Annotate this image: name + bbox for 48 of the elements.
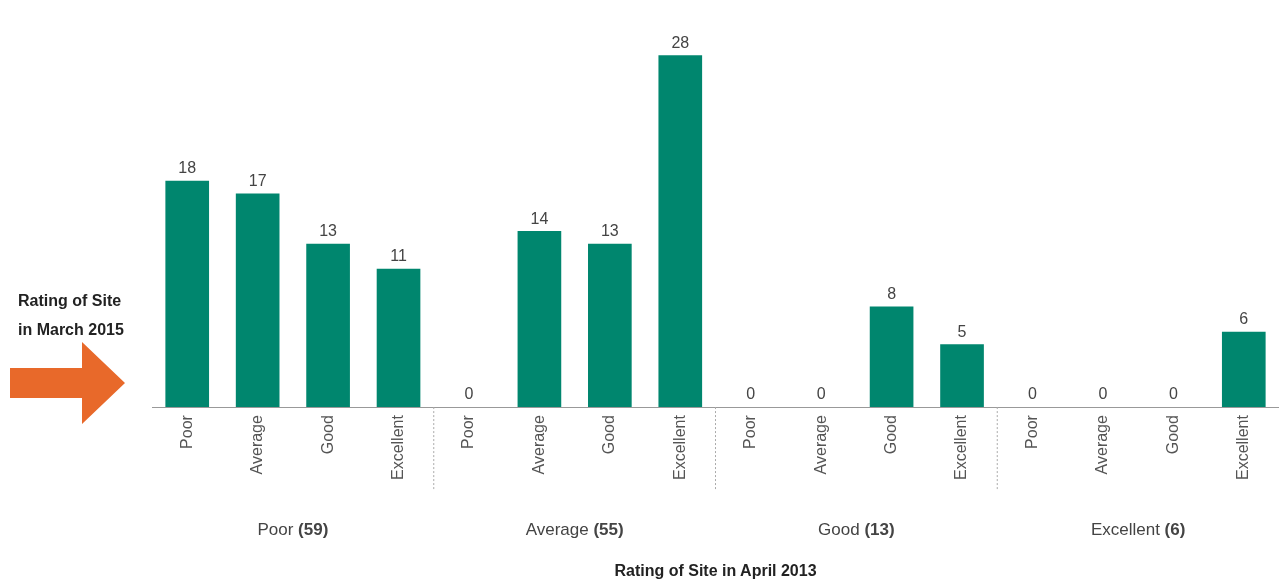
bar — [869, 306, 914, 408]
data-label: 0 — [1028, 385, 1038, 403]
text: Good (13) — [818, 519, 895, 539]
data-label: 11 — [390, 247, 407, 265]
data-label: 13 — [319, 222, 338, 240]
data-label: 14 — [530, 209, 549, 227]
x-tick-label: Average — [811, 414, 829, 475]
bar — [376, 268, 421, 408]
bar — [306, 243, 350, 408]
data-label: 5 — [957, 322, 967, 340]
data-label: 0 — [816, 385, 826, 403]
x-tick-label: Excellent — [670, 414, 688, 480]
x-tick-label: Average — [248, 414, 266, 475]
bar — [235, 193, 280, 408]
x-tick-label: Excellent — [952, 414, 970, 480]
bar — [588, 243, 632, 408]
data-label: 0 — [746, 385, 756, 403]
x-tick-label: Average — [1093, 414, 1111, 475]
bar — [658, 55, 703, 408]
x-tick-label: Excellent — [1234, 414, 1252, 480]
bar — [1221, 331, 1266, 408]
text: Average (55) — [525, 519, 624, 539]
data-label: 0 — [1168, 385, 1178, 403]
data-label: 0 — [464, 385, 474, 403]
x-tick-label: Excellent — [388, 414, 406, 480]
text: Excellent (6) — [1090, 519, 1186, 539]
x-tick-label: Good — [600, 415, 618, 455]
data-label: 0 — [1098, 385, 1108, 403]
x-tick-label: Good — [318, 415, 336, 455]
bar — [940, 344, 984, 408]
data-label: 17 — [248, 171, 267, 189]
x-tick-label: Poor — [1022, 414, 1040, 449]
x-tick-label: Poor — [459, 414, 477, 449]
x-tick-label: Poor — [741, 414, 759, 449]
x-tick-label: Poor — [177, 414, 195, 449]
data-label: 18 — [178, 159, 197, 177]
data-label: 13 — [600, 222, 619, 240]
x-tick-label: Good — [882, 415, 899, 455]
text: Rating of Site in April 2013 — [614, 562, 817, 580]
data-label: 28 — [671, 33, 690, 51]
x-tick-label: Good — [1163, 415, 1181, 455]
text: Poor (59) — [257, 519, 329, 539]
x-tick-label: Average — [529, 414, 547, 475]
bar — [517, 231, 562, 408]
data-label: 8 — [887, 284, 897, 302]
text: Rating of Site in March 2015 — [18, 291, 125, 340]
data-label: 6 — [1239, 310, 1249, 328]
bar — [165, 180, 210, 408]
